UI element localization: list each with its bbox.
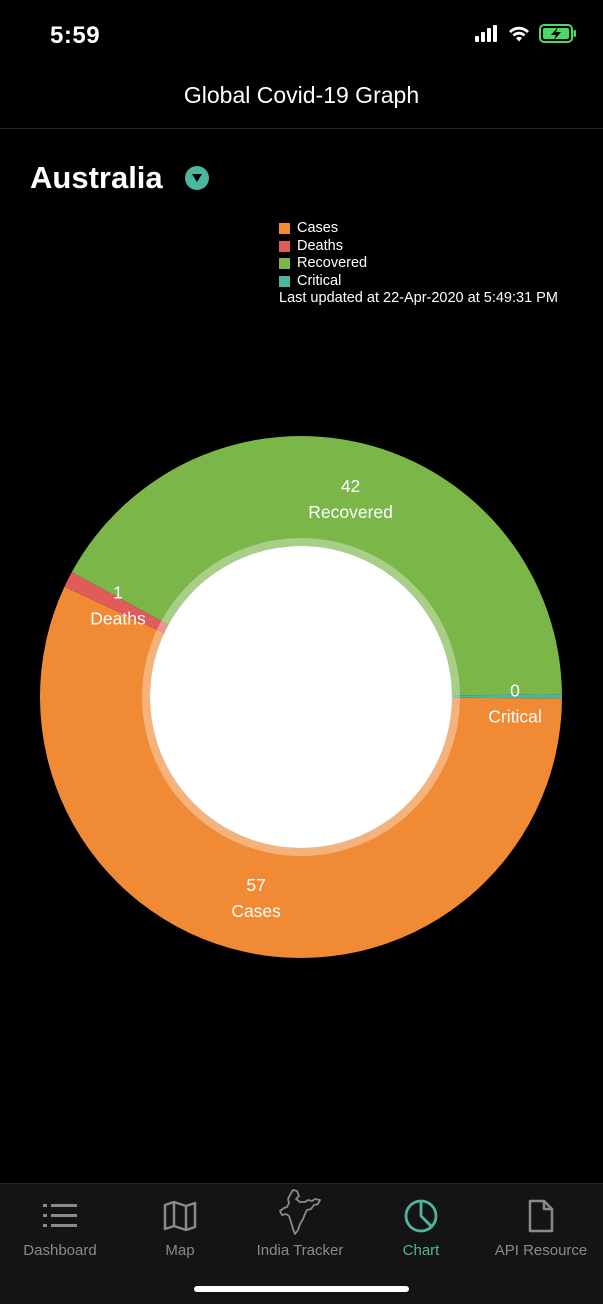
last-updated-text: Last updated at 22-Apr-2020 at 5:49:31 P… [279,290,558,306]
home-indicator [194,1286,409,1292]
tab-label: Chart [402,1242,440,1259]
battery-charging-icon [539,24,576,43]
pie-chart-icon [404,1199,438,1233]
legend-label: Cases [297,220,339,236]
tab-label: API Resource [494,1242,588,1259]
slice-cases[interactable] [39,586,562,958]
tab-bar: Dashboard Map India Tracker Chart [0,1183,603,1304]
dropdown-button[interactable] [184,166,209,190]
legend-swatch [279,223,290,235]
country-selector[interactable]: Australia [30,160,209,196]
legend-label: Critical [297,272,342,289]
legend-label: Recovered [297,255,368,271]
legend-item-recovered: Recovered [279,255,558,273]
slice-recovered[interactable] [71,436,562,696]
tab-india-tracker[interactable]: India Tracker [240,1189,360,1259]
tab-label: Map [165,1242,195,1259]
donut-chart[interactable]: 57 Cases 1 Deaths 42 Recovered 0 Critical [0,420,603,980]
tab-label: India Tracker [256,1242,344,1259]
chart-labels: 57 Cases 1 Deaths 42 Recovered 0 Critical [90,476,541,921]
india-map-icon [279,1189,321,1235]
legend-swatch [279,258,290,270]
document-icon [528,1199,554,1233]
chart-center-hole [150,546,452,848]
triangle-down-icon [191,174,202,182]
legend-item-cases: Cases [279,220,558,238]
chart-slices [39,436,562,958]
tab-map[interactable]: Map [120,1196,240,1259]
wifi-icon [509,26,529,41]
cellular-signal-icon [475,25,497,42]
slice-value-label: 1 [113,583,123,603]
slice-name-label: Cases [231,901,281,921]
slice-name-label: Recovered [308,502,393,522]
chart-legend: Cases Deaths Recovered Critical Last upd… [279,220,558,308]
slice-value-label: 57 [246,875,265,895]
legend-item-deaths: Deaths [279,238,558,256]
country-name[interactable]: Australia [30,160,163,195]
slice-deaths[interactable] [64,572,169,634]
tab-label: Dashboard [23,1242,97,1259]
list-icon [43,1204,77,1227]
legend-swatch [279,240,290,252]
slice-value-label: 42 [341,476,360,496]
map-icon [163,1200,197,1232]
tab-api-resource[interactable]: API Resource [481,1196,601,1259]
tab-dashboard[interactable]: Dashboard [0,1196,120,1259]
tab-chart[interactable]: Chart [361,1196,481,1259]
page-title: Global Covid-19 Graph [183,82,420,108]
legend-item-critical: Critical [279,273,558,291]
slice-value-label: 0 [510,680,520,700]
legend-swatch [279,275,290,287]
status-time: 5:59 [50,22,101,49]
slice-name-label: Critical [488,706,541,726]
nav-divider [0,128,603,129]
legend-label: Deaths [297,237,343,254]
status-bar: 5:59 [0,0,603,72]
status-icons [475,24,577,43]
slice-name-label: Deaths [90,609,146,629]
slice-critical[interactable] [451,694,562,699]
